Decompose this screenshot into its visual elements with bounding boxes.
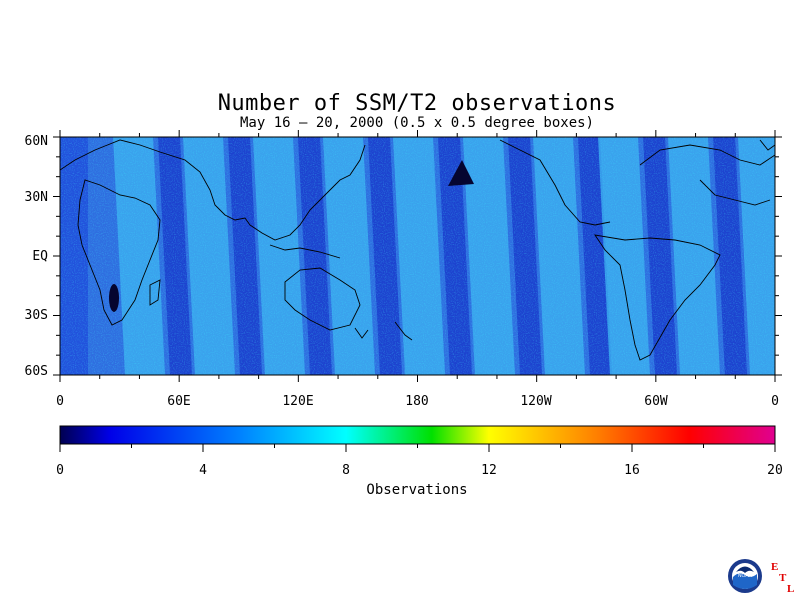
logo-letter-t: T [779, 572, 787, 584]
noaa-etl-logo: NOAA E T L [728, 559, 794, 595]
logo-letter-l: L [787, 583, 794, 595]
lon-label-60w: 60W [644, 394, 668, 409]
lon-label-60e: 60E [167, 394, 191, 409]
chart-subtitle: May 16 – 20, 2000 (0.5 x 0.5 degree boxe… [239, 115, 594, 131]
colorbar [59, 425, 776, 445]
dark-triangle-spot [448, 160, 474, 186]
lat-label-30n: 30N [24, 190, 48, 205]
coastlines [60, 139, 775, 361]
colorbar-tick-20: 20 [767, 463, 783, 478]
axis-ticks [53, 130, 782, 382]
lat-label-30s: 30S [24, 308, 48, 323]
dark-spot-africa [109, 284, 119, 312]
map-noise-texture [60, 137, 775, 375]
swath-dark [783, 137, 800, 375]
logo-letter-e: E [771, 561, 778, 573]
colorbar-label: Observations [366, 482, 468, 498]
lon-label-180: 180 [405, 394, 429, 409]
lat-label-eq: EQ [32, 249, 48, 264]
lat-label-60s: 60S [24, 364, 48, 379]
colorbar-tick-0: 0 [56, 463, 64, 478]
lon-label-120e: 120E [282, 394, 314, 409]
chart-title: Number of SSM/T2 observations [217, 91, 617, 116]
colorbar-tick-4: 4 [199, 463, 207, 478]
colorbar-tick-12: 12 [481, 463, 497, 478]
colorbar-tick-8: 8 [342, 463, 350, 478]
lon-label-120w: 120W [520, 394, 552, 409]
lon-label-0-end: 0 [771, 394, 779, 409]
lon-label-0: 0 [56, 394, 64, 409]
colorbar-ticks [59, 444, 776, 452]
noaa-logo-text: NOAA [738, 573, 753, 579]
lat-label-60n: 60N [24, 134, 48, 149]
colorbar-tick-16: 16 [624, 463, 640, 478]
